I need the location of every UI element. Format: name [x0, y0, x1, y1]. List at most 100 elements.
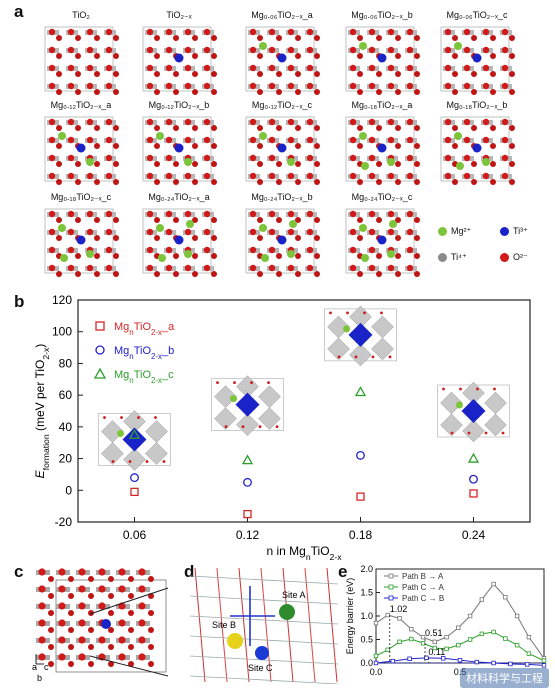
oxygen-atom	[118, 585, 126, 593]
oxygen-atom	[165, 246, 173, 254]
mg-atom	[259, 224, 267, 232]
oxygen-atom	[501, 154, 509, 162]
oxygen-atom	[154, 217, 160, 223]
series-point	[432, 645, 437, 651]
oxygen-atom	[250, 381, 253, 385]
oxygen-atom	[314, 53, 320, 59]
oxygen-atom	[56, 125, 62, 131]
oxygen-atom	[287, 64, 295, 72]
ti3-octahedron	[235, 392, 260, 417]
oxygen-atom	[146, 210, 154, 218]
oxygen-atom	[414, 143, 420, 149]
oxygen-atom	[48, 136, 56, 144]
oxygen-atom	[287, 264, 295, 272]
oxygen-atom	[406, 210, 414, 218]
mg-atom	[186, 220, 194, 228]
series-point	[508, 661, 513, 667]
oxygen-atom	[490, 179, 496, 185]
oxygen-atom	[111, 460, 115, 463]
oxygen-atom	[78, 602, 86, 610]
crystal-structure	[345, 116, 420, 185]
oxygen-atom	[395, 53, 401, 59]
series-point	[526, 651, 532, 656]
mg-atom	[482, 158, 490, 166]
oxygen-atom	[113, 89, 119, 95]
panel-a-legend-ti4: Ti⁴⁺	[438, 252, 467, 263]
oxygen-atom	[258, 425, 262, 429]
oxygen-atom	[484, 431, 488, 435]
oxygen-atom	[387, 82, 395, 90]
ti3-atom	[101, 619, 111, 629]
oxygen-atom	[94, 53, 100, 59]
series-point	[441, 656, 446, 661]
oxygen-atom	[349, 210, 357, 218]
oxygen-atom	[295, 253, 301, 259]
oxygen-atom	[490, 71, 496, 77]
oxygen-atom	[414, 179, 420, 185]
oxygen-atom	[287, 228, 295, 236]
oxygen-atom	[165, 118, 173, 126]
series-point	[373, 653, 379, 659]
oxygen-atom	[368, 64, 376, 72]
oxygen-atom	[295, 53, 301, 59]
oxygen-atom	[138, 585, 146, 593]
oxygen-atom	[94, 253, 100, 259]
oxygen-atom	[146, 118, 154, 126]
y-axis-label: Eformation (meV per TiO2-x)	[33, 344, 51, 479]
lattice-bond	[190, 595, 339, 605]
oxygen-atom	[192, 125, 198, 131]
structure-label: Mg₀.₁₂TiO₂₋ₓ_c	[251, 100, 313, 110]
pointer-line	[89, 655, 169, 677]
y-tick-label: 80	[59, 356, 73, 370]
oxygen-atom	[68, 644, 74, 650]
oxygen-atom	[314, 235, 320, 241]
oxygen-atom	[482, 82, 490, 90]
oxygen-atom	[88, 627, 94, 633]
oxygen-atom	[463, 64, 471, 72]
mg-atom	[156, 224, 164, 232]
structure-label: Mg₀.₁₈TiO₂₋ₓ_b	[446, 100, 508, 110]
oxygen-atom	[376, 71, 382, 77]
oxygen-atom	[368, 154, 376, 162]
oxygen-atom	[452, 71, 458, 77]
oxygen-atom	[211, 53, 217, 59]
oxygen-atom	[380, 311, 383, 315]
oxygen-atom	[86, 228, 94, 236]
ti3-ion-icon	[500, 227, 509, 236]
series-point	[514, 613, 520, 619]
oxygen-atom	[471, 71, 477, 77]
oxygen-atom	[349, 136, 357, 144]
oxygen-atom	[387, 210, 395, 218]
structure-label: TiO₂	[72, 10, 90, 20]
oxygen-atom	[105, 264, 113, 272]
oxygen-atom	[58, 568, 66, 576]
y-tick-label: 1.5	[360, 588, 373, 598]
oxygen-atom	[211, 89, 217, 95]
oxygen-atom	[490, 125, 496, 131]
oxygen-atom	[48, 264, 56, 272]
structure-label: Mg₀.₀₆TiO₂₋ₓ_a	[251, 10, 313, 20]
oxygen-atom	[357, 235, 363, 241]
oxygen-atom	[165, 264, 173, 272]
oxygen-atom	[38, 585, 46, 593]
oxygen-atom	[406, 64, 414, 72]
oxygen-atom	[314, 161, 320, 167]
mg-atom	[361, 162, 369, 170]
structure-label: Mg₀.₀₆TiO₂₋ₓ_c	[446, 10, 508, 20]
oxygen-atom	[249, 136, 257, 144]
site-a-atom	[279, 604, 295, 620]
lattice-bond	[190, 575, 339, 585]
series-point	[409, 636, 414, 642]
data-point-circle	[243, 477, 252, 487]
oxygen-atom	[38, 602, 46, 610]
oxygen-atom	[78, 619, 86, 627]
oxygen-atom	[113, 253, 119, 259]
oxygen-atom	[94, 71, 100, 77]
oxygen-atom	[88, 576, 94, 582]
oxygen-atom	[184, 28, 192, 36]
series-point	[514, 642, 520, 648]
oxygen-atom	[146, 46, 154, 54]
legend-label: Path C → B	[402, 594, 444, 603]
y-tick-label: 1.0	[360, 611, 373, 621]
oxygen-atom	[463, 28, 471, 36]
